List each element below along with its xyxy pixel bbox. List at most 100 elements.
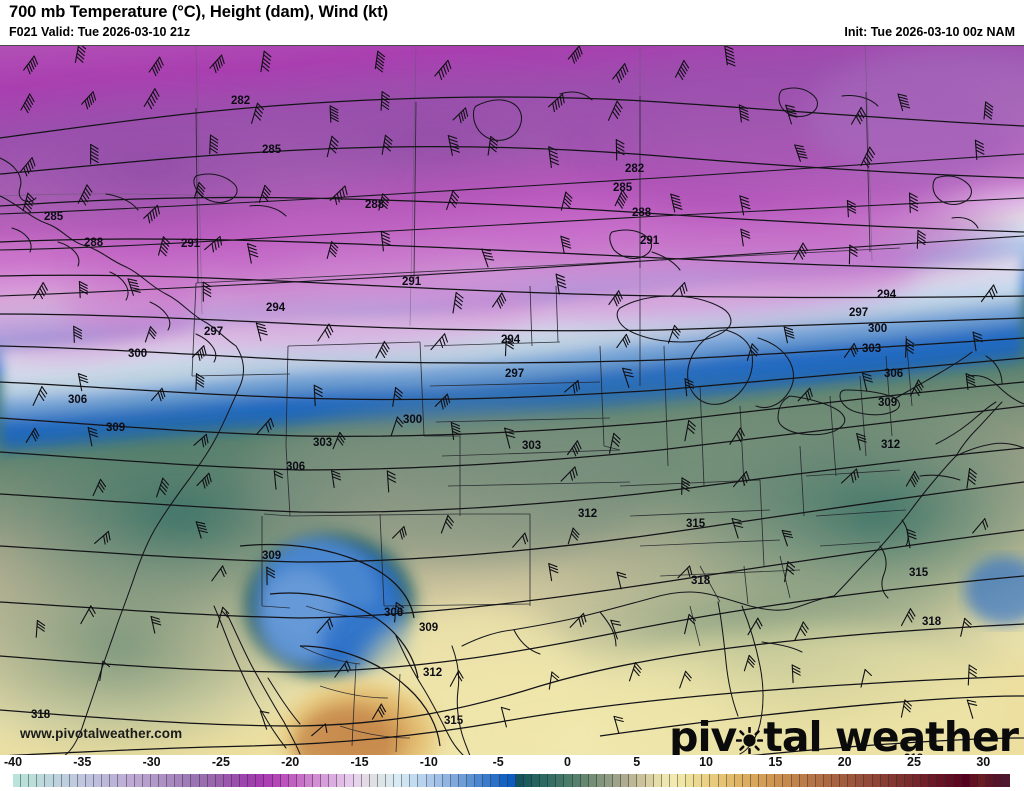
contour-label: 303 [522, 440, 541, 452]
wind-barb-feather [41, 386, 48, 395]
wind-barb-feather [967, 478, 976, 485]
colorbar[interactable]: -40 -35 -30 -25 -20 -15 -10 -5 0 5 10 15 20 25 30 [0, 755, 1024, 791]
wind-barb-feather [86, 184, 93, 193]
wind-barb-feather [616, 571, 626, 576]
wind-barb-feather [209, 137, 219, 144]
wind-barb-feather [616, 100, 623, 109]
wind-barb-feather [329, 113, 339, 120]
colorbar-swatch [434, 774, 443, 787]
wind-barb-feather [614, 718, 624, 723]
wind-barb-feather [786, 564, 795, 572]
contour-label: 291 [640, 235, 660, 247]
wind-barb-feather [968, 671, 977, 678]
wind-barb-feather [152, 209, 156, 219]
colorbar-swatches[interactable] [13, 774, 1011, 787]
wind-barb-feather [684, 673, 691, 682]
colorbar-tick: -40 [3, 755, 23, 769]
colorbar-swatch [645, 774, 654, 787]
wind-barb-feather [748, 654, 756, 663]
colorbar-swatch [248, 774, 257, 787]
wind-barb-feather [906, 614, 913, 623]
wind-barb-feather [211, 242, 215, 253]
colorbar-swatch [629, 774, 638, 787]
wind-barb-feather [908, 611, 914, 620]
wind-barb-feather [380, 346, 387, 356]
wind-barb-feather [39, 287, 45, 297]
wind-barb-feather [160, 484, 167, 492]
wind-barb-feather [256, 102, 264, 111]
wind-barb-feather [29, 93, 35, 103]
wind-barb-feather [98, 481, 105, 490]
wind-barb-feather [31, 57, 37, 68]
colorbar-swatch [240, 774, 249, 787]
wind-barb-feather [266, 566, 275, 573]
wind-barb-feather [266, 572, 276, 579]
wind-barb-feather [787, 111, 797, 115]
wind-barb-feather [218, 56, 223, 67]
wind-barb-feather [31, 432, 37, 442]
wind-barb-feather [80, 197, 87, 206]
wind-barb-feather [855, 468, 859, 479]
wind-barb-feather [394, 390, 403, 397]
contour-label: 315 [909, 567, 929, 579]
wind-barb-feather [160, 245, 168, 254]
wind-barb-feather [481, 248, 491, 252]
wind-barb-feather [739, 113, 749, 118]
colorbar-swatch [288, 774, 297, 787]
wind-barb-feather [906, 528, 916, 534]
map-canvas[interactable]: 282 285 288 282 285 288 285 291 291 288 291 294 294 2… [0, 45, 1024, 755]
wind-barb-feather [855, 115, 861, 125]
wind-barb-feather [578, 46, 583, 55]
wind-barb-feather [344, 185, 348, 196]
valid-time-label: F021 Valid: Tue 2026-03-10 21z [9, 25, 191, 39]
wind-barb-feather [326, 620, 331, 630]
wind-barb-feather [672, 202, 682, 207]
wind-barb-feather [906, 532, 917, 537]
wind-barb-feather [678, 68, 685, 78]
colorbar-tick: -35 [73, 755, 92, 769]
contour-label: 306 [68, 394, 87, 406]
wind-barb-feather [687, 423, 696, 431]
wind-barb-feather [375, 62, 384, 70]
wind-barb-feather [489, 142, 498, 150]
wind-barb-feather [673, 324, 681, 333]
wind-barb-feather [613, 297, 618, 307]
wind-barb-feather [88, 430, 98, 435]
wind-barb-feather [745, 471, 750, 481]
wind-barb-feather [161, 242, 169, 250]
contour-label: 300 [128, 348, 147, 360]
wind-barb-feather [331, 473, 341, 478]
wind-barb-feather [129, 284, 139, 288]
wind-barb-feather [336, 192, 340, 203]
wind-barb-feather [396, 416, 404, 425]
wind-barb-feather [381, 240, 391, 246]
wind-barb-feather [975, 146, 985, 152]
colorbar-swatch [191, 774, 200, 787]
wind-barb-feather [867, 149, 874, 159]
wind-barb-feather [455, 295, 463, 303]
colorbar-tick-labels: -40 -35 -30 -25 -20 -15 -10 -5 0 5 10 15 20 25 30 [0, 755, 1024, 773]
wind-barb-feather [615, 149, 625, 156]
wind-barb-feather [313, 391, 323, 397]
wind-barb-feather [740, 202, 750, 207]
init-time-label: Init: Tue 2026-03-10 00z NAM [844, 25, 1015, 39]
colorbar-swatch [45, 774, 54, 787]
wind-barb-feather [684, 378, 694, 383]
wind-barb-feather [147, 213, 151, 224]
wind-barb-feather [313, 384, 323, 390]
colorbar-swatch [296, 774, 305, 787]
wind-barb-feather [209, 144, 218, 151]
colorbar-tick: 30 [976, 755, 991, 769]
wind-barb-feather [557, 98, 560, 108]
contour-label: 306 [286, 461, 305, 473]
wind-barb-feather [450, 421, 460, 427]
wind-barb-feather [77, 49, 85, 57]
colorbar-swatch [556, 774, 565, 787]
colorbar-swatch [353, 774, 362, 787]
wind-barb-feather [616, 292, 622, 302]
wind-barb-feather [149, 326, 157, 334]
contour-label: 312 [423, 667, 442, 679]
contour-label: 291 [181, 238, 201, 250]
wind-barb-feather [522, 535, 527, 545]
